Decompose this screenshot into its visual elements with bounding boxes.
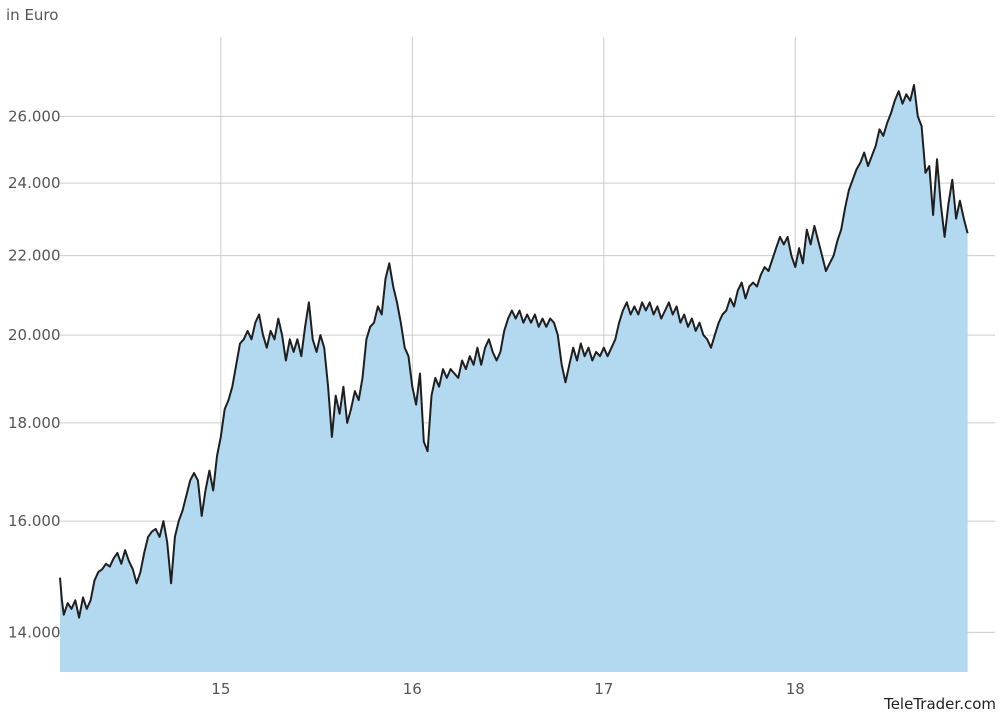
y-tick-label: 26.000	[8, 107, 61, 125]
y-tick-label: 24.000	[8, 174, 61, 192]
y-tick-labels: 14.000 16.000 18.000 20.000 22.000 24.000 26.0…	[8, 107, 61, 641]
y-tick-label: 16.000	[8, 512, 61, 530]
series-area	[60, 85, 968, 672]
y-axis-label: in Euro	[6, 6, 59, 24]
x-tick-label: 18	[786, 680, 805, 698]
source-credit: TeleTrader.com	[884, 695, 996, 713]
x-tick-label: 17	[594, 680, 613, 698]
y-tick-label: 18.000	[8, 414, 61, 432]
y-tick-label: 22.000	[8, 247, 61, 265]
y-tick-label: 20.000	[8, 326, 61, 344]
x-tick-labels: 15 16 17 18	[211, 680, 805, 698]
y-tick-label: 14.000	[8, 623, 61, 641]
x-tick-label: 16	[403, 680, 422, 698]
series-line	[59, 84, 969, 619]
x-tick-label: 15	[211, 680, 230, 698]
